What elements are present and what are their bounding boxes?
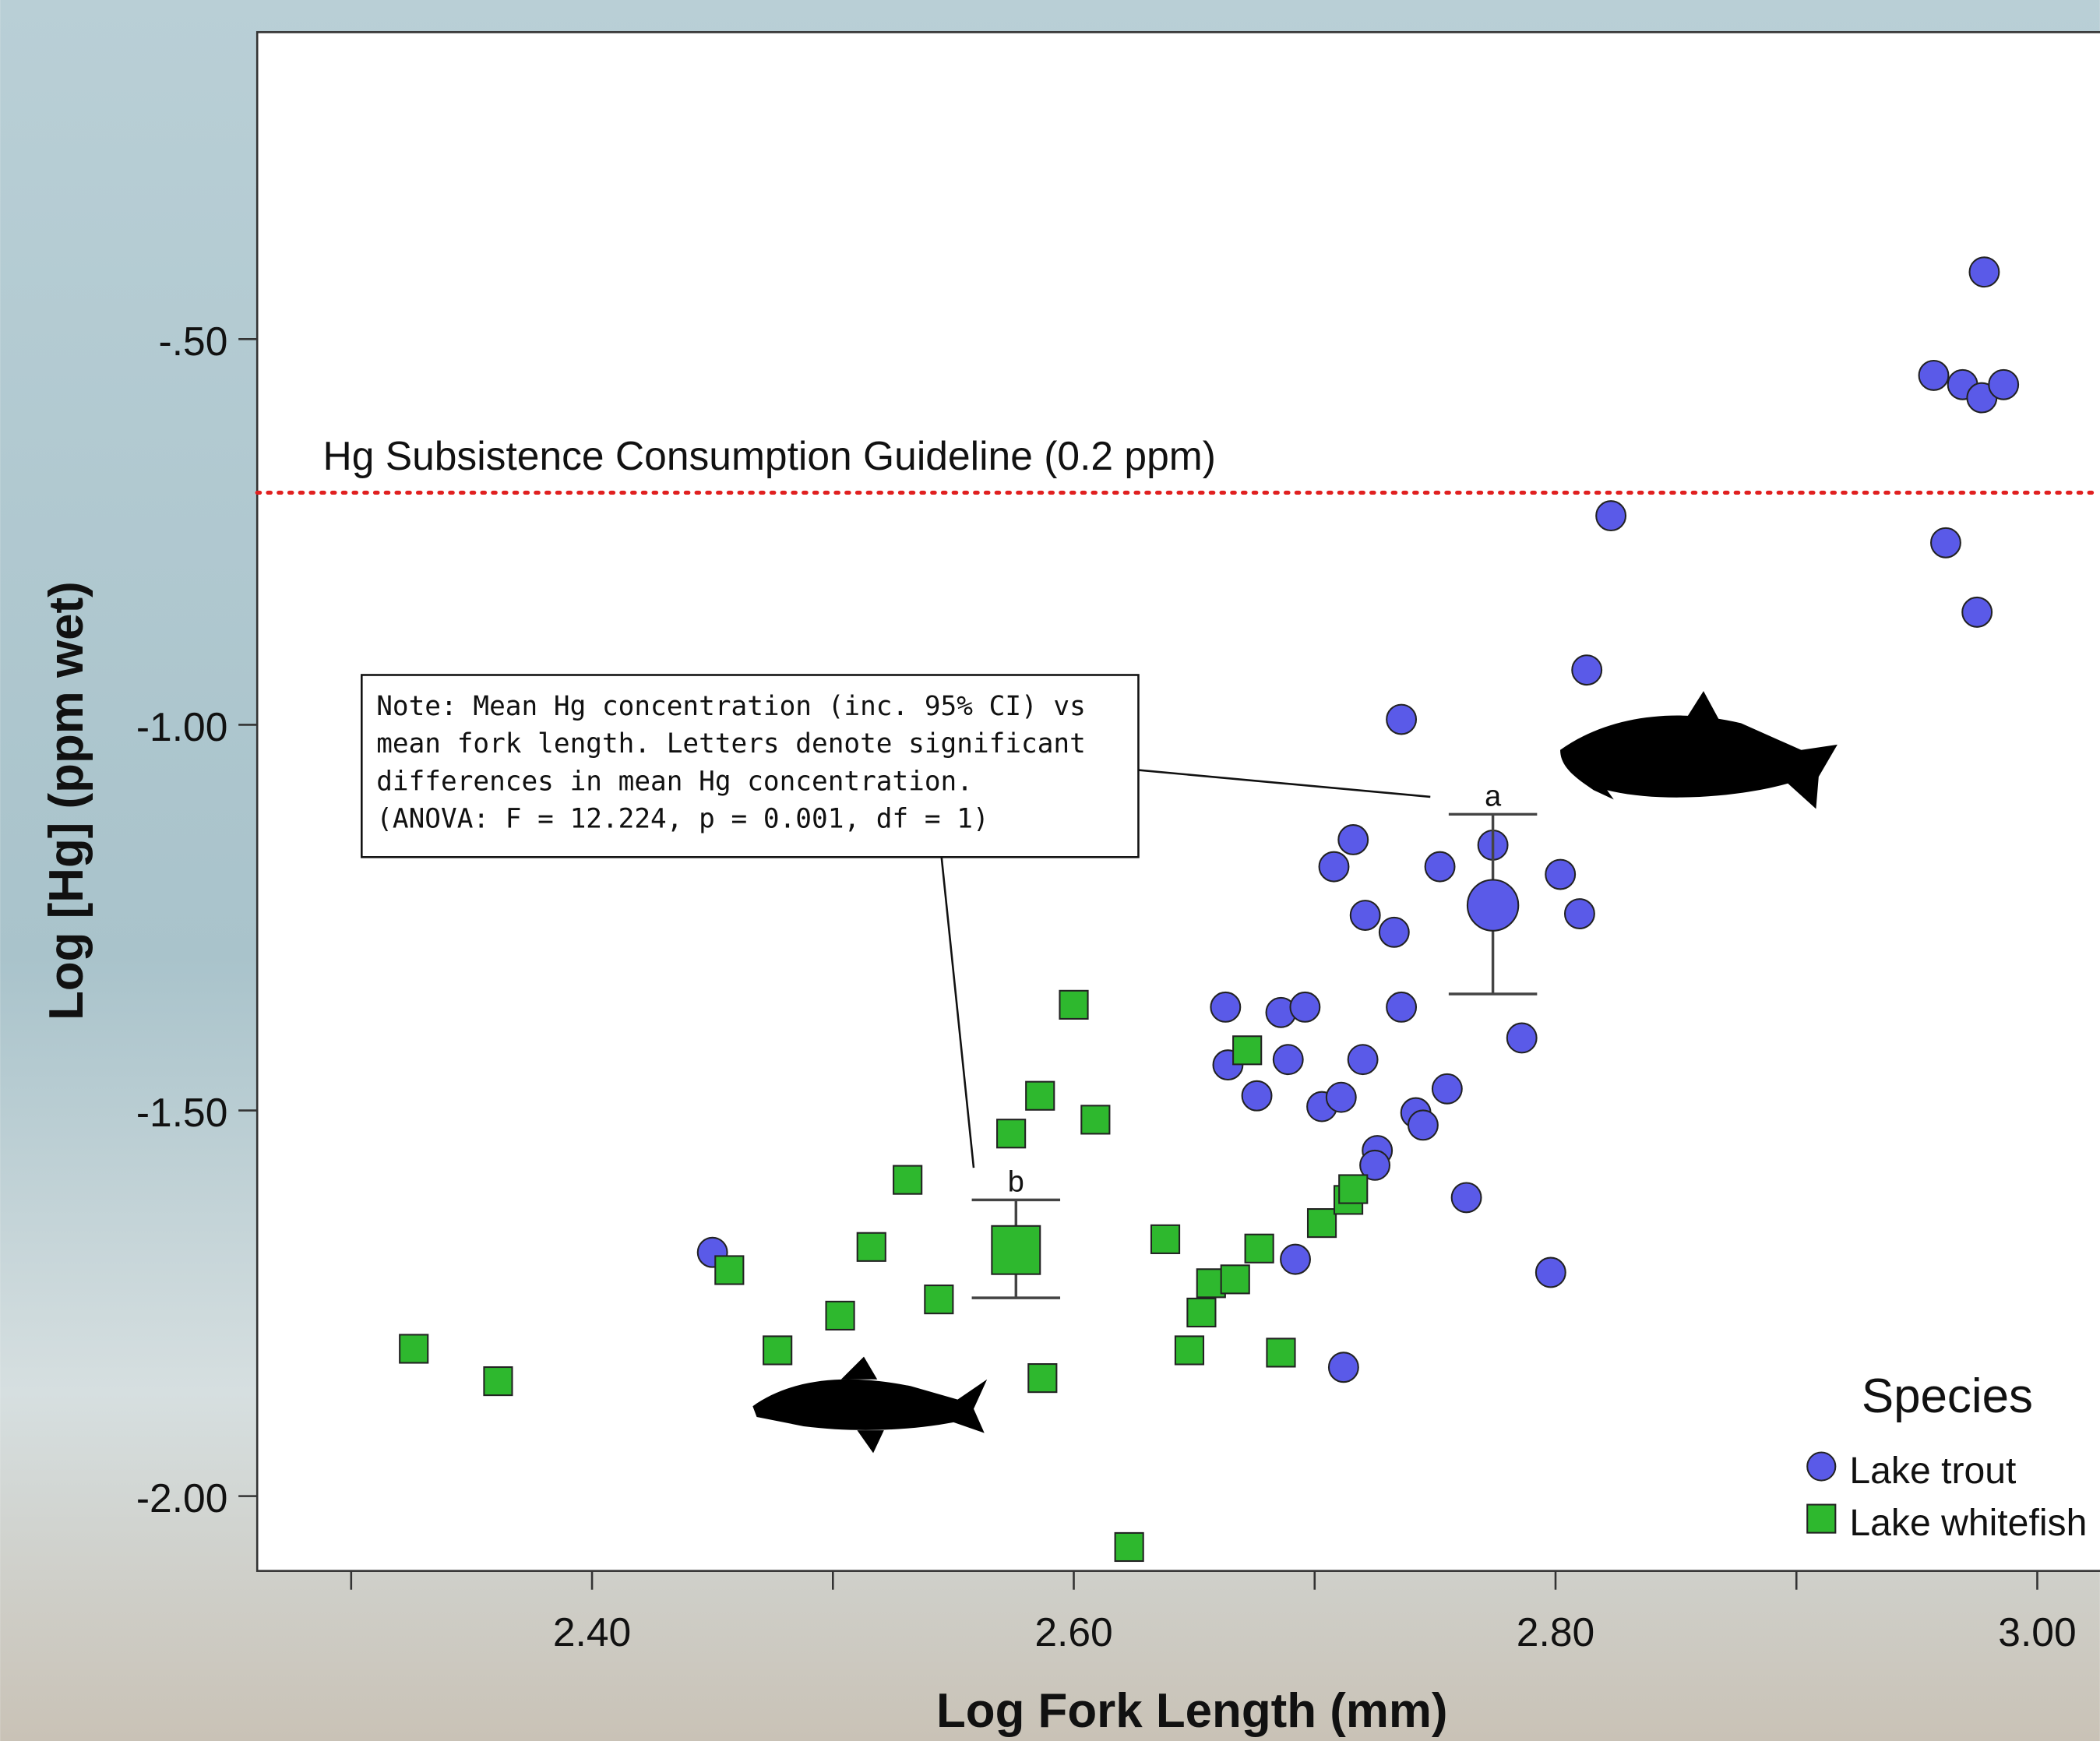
data-point bbox=[1246, 1235, 1274, 1263]
data-point bbox=[1545, 860, 1575, 890]
y-tick-label: -.50 bbox=[159, 319, 228, 364]
data-point bbox=[925, 1285, 953, 1313]
data-point bbox=[1536, 1258, 1566, 1288]
data-point bbox=[1962, 597, 1992, 627]
data-point bbox=[1233, 1036, 1261, 1064]
data-point bbox=[1339, 1175, 1367, 1203]
data-point bbox=[1059, 991, 1087, 1019]
data-point bbox=[1026, 1082, 1054, 1110]
data-point bbox=[1425, 852, 1455, 882]
data-point bbox=[1175, 1336, 1203, 1364]
data-point bbox=[1281, 1245, 1310, 1274]
data-point bbox=[1308, 1209, 1336, 1237]
data-point bbox=[1267, 1338, 1295, 1366]
data-point bbox=[826, 1302, 854, 1330]
chart: Log [Hg] (ppm wet) Log Fork Length (mm) … bbox=[0, 0, 2100, 1741]
data-point bbox=[400, 1334, 428, 1362]
y-tick-label: -2.00 bbox=[136, 1475, 228, 1521]
data-point bbox=[1348, 1045, 1378, 1074]
data-point bbox=[1242, 1081, 1272, 1111]
data-point bbox=[1931, 528, 1961, 558]
x-tick-label: 2.40 bbox=[553, 1609, 631, 1655]
data-point bbox=[1452, 1183, 1482, 1213]
note-line: mean fork length. Letters denote signifi… bbox=[376, 728, 1086, 759]
data-point bbox=[1327, 1083, 1356, 1112]
data-point bbox=[1329, 1352, 1358, 1382]
note-line: (ANOVA: F = 12.224, p = 0.001, df = 1) bbox=[376, 803, 988, 834]
data-point bbox=[763, 1336, 791, 1364]
page: {"chart_data": {"type": "scatter", "x_la… bbox=[0, 0, 2100, 1741]
data-point bbox=[997, 1119, 1025, 1147]
legend-label: Lake trout bbox=[1849, 1450, 2017, 1492]
data-point bbox=[1221, 1265, 1249, 1293]
data-point bbox=[715, 1256, 743, 1284]
legend-marker bbox=[1807, 1505, 1835, 1533]
data-point bbox=[1151, 1225, 1179, 1253]
data-point bbox=[1970, 257, 2000, 287]
data-point bbox=[1187, 1299, 1215, 1327]
x-axis-label: Log Fork Length (mm) bbox=[936, 1684, 1448, 1738]
data-point bbox=[1320, 852, 1349, 882]
data-point bbox=[1596, 501, 1626, 530]
data-point bbox=[1507, 1024, 1537, 1053]
y-tick-label: -1.50 bbox=[136, 1090, 228, 1135]
significance-letter: b bbox=[1008, 1166, 1024, 1199]
data-point bbox=[1379, 918, 1409, 947]
data-point bbox=[1081, 1105, 1109, 1133]
data-point bbox=[484, 1367, 512, 1395]
data-point bbox=[1386, 992, 1416, 1022]
y-tick-label: -1.00 bbox=[136, 704, 228, 749]
data-point bbox=[1274, 1045, 1303, 1074]
data-point bbox=[1565, 899, 1594, 929]
data-point bbox=[1919, 361, 1949, 390]
mean-point bbox=[1468, 879, 1518, 930]
legend-title: Species bbox=[1862, 1369, 2033, 1423]
data-point bbox=[1210, 992, 1240, 1022]
guideline-label: Hg Subsistence Consumption Guideline (0.… bbox=[322, 433, 1215, 478]
data-point bbox=[1351, 900, 1380, 930]
data-point bbox=[1386, 705, 1416, 735]
legend-marker bbox=[1807, 1453, 1835, 1481]
data-point bbox=[1989, 370, 2018, 400]
mean-point bbox=[992, 1226, 1040, 1274]
legend-label: Lake whitefish bbox=[1849, 1502, 2087, 1544]
data-point bbox=[1572, 655, 1601, 685]
data-point bbox=[1408, 1110, 1438, 1140]
x-tick-label: 2.60 bbox=[1034, 1609, 1112, 1655]
significance-letter: a bbox=[1485, 781, 1502, 813]
note-line: differences in mean Hg concentration. bbox=[376, 766, 973, 797]
data-point bbox=[893, 1166, 921, 1194]
data-point bbox=[1028, 1364, 1056, 1392]
data-point bbox=[1432, 1074, 1462, 1104]
data-point bbox=[1115, 1533, 1143, 1561]
data-point bbox=[1290, 992, 1320, 1022]
x-tick-label: 3.00 bbox=[1998, 1609, 2076, 1655]
data-point bbox=[1338, 825, 1368, 855]
note-line: Note: Mean Hg concentration (inc. 95% CI… bbox=[376, 691, 1086, 722]
y-axis-label: Log [Hg] (ppm wet) bbox=[40, 581, 93, 1020]
data-point bbox=[858, 1233, 886, 1261]
x-tick-label: 2.80 bbox=[1517, 1609, 1594, 1655]
